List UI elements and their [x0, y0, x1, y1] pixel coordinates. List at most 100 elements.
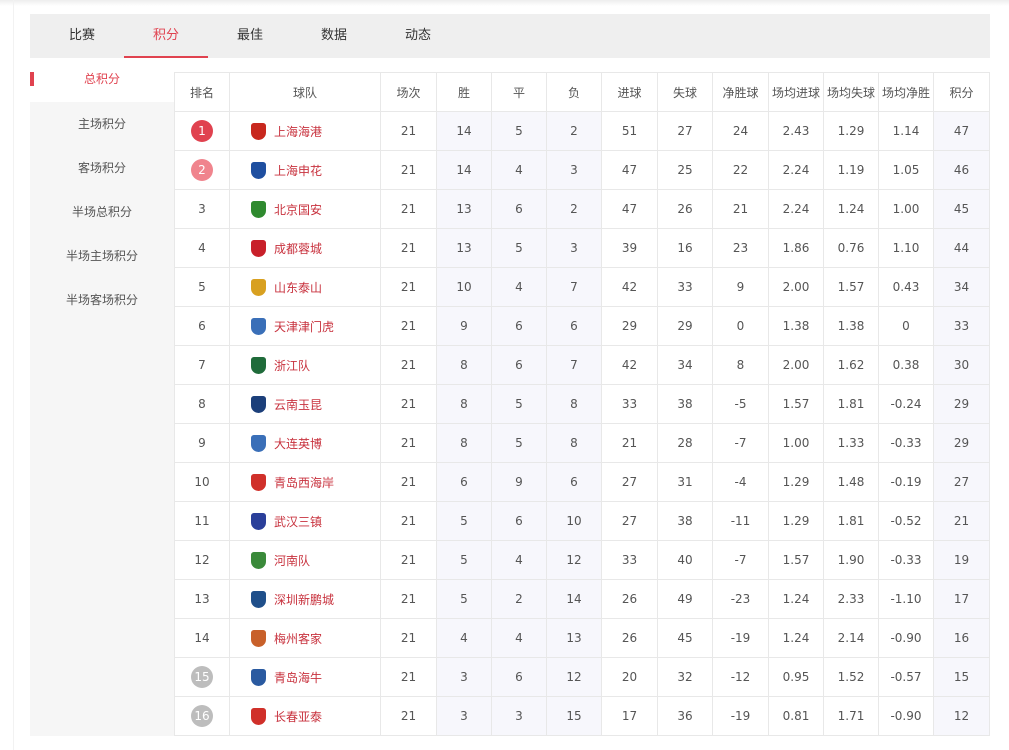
- stat-cell: 21: [380, 306, 437, 346]
- stat-cell: 1.00: [878, 189, 934, 229]
- stat-cell: 6: [491, 501, 547, 541]
- team-link[interactable]: 浙江队: [230, 356, 380, 374]
- stat-cell: 2.24: [768, 189, 824, 229]
- team-logo-icon: [251, 122, 266, 140]
- table-row[interactable]: 5 山东泰山 21 10 4 7 42 33 9 2.00 1.57 0.43 34: [174, 267, 990, 307]
- team-name[interactable]: 山东泰山: [274, 280, 323, 295]
- table-row[interactable]: 12 河南队 21 5 4 12 33 40 -7 1.57 1.90 -0.33 19: [174, 540, 990, 580]
- table-row[interactable]: 3 北京国安 21 13 6 2 47 26 21 2.24 1.24 1.00 45: [174, 189, 990, 229]
- team-link[interactable]: 北京国安: [230, 200, 380, 218]
- rank-cell: 1: [174, 111, 230, 151]
- team-name[interactable]: 浙江队: [274, 358, 311, 373]
- stat-cell: 21: [380, 228, 437, 268]
- team-link[interactable]: 上海申花: [230, 161, 380, 179]
- team-name[interactable]: 上海海港: [274, 124, 323, 139]
- sidebar-item-1[interactable]: 主场积分: [77, 117, 126, 131]
- column-header: 负: [546, 72, 602, 112]
- table-row[interactable]: 11 武汉三镇 21 5 6 10 27 38 -11 1.29 1.81 -0.52 21: [174, 501, 990, 541]
- team-name[interactable]: 云南玉昆: [274, 397, 323, 412]
- stat-cell: 8: [436, 345, 492, 385]
- table-row[interactable]: 13 深圳新鹏城 21 5 2 14 26 49 -23 1.24 2.33 -1.10 17: [174, 579, 990, 619]
- rank-cell: 4: [174, 228, 230, 268]
- team-logo-icon: [251, 512, 266, 530]
- stat-cell: 21: [380, 384, 437, 424]
- tab-4[interactable]: 动态: [404, 28, 431, 43]
- stat-cell: -0.33: [878, 540, 934, 580]
- rank-number: 3: [198, 202, 206, 216]
- sidebar: 总积分主场积分客场积分半场总积分半场主场积分 半场客场积分: [30, 58, 174, 736]
- stat-cell: 1.81: [823, 501, 879, 541]
- stat-cell: -19: [712, 618, 769, 658]
- stat-cell: 21: [712, 189, 769, 229]
- team-cell: 上海海港: [229, 111, 381, 151]
- sidebar-item-0[interactable]: 总积分: [30, 58, 174, 102]
- stat-cell: 21: [380, 618, 437, 658]
- table-row[interactable]: 4 成都蓉城 21 13 5 3 39 16 23 1.86 0.76 1.10 44: [174, 228, 990, 268]
- table-row[interactable]: 6 天津津门虎 21 9 6 6 29 29 0 1.38 1.38 0 33: [174, 306, 990, 346]
- team-name[interactable]: 深圳新鹏城: [274, 592, 335, 607]
- table-row[interactable]: 10 青岛西海岸 21 6 9 6 27 31 -4 1.29 1.48 -0.19 27: [174, 462, 990, 502]
- team-name[interactable]: 青岛西海岸: [274, 475, 335, 490]
- team-link[interactable]: 青岛海牛: [230, 668, 380, 686]
- table-row[interactable]: 16 长春亚泰 21 3 3 15 17 36 -19 0.81 1.71 -0.90 12: [174, 696, 990, 736]
- sidebar-item-3[interactable]: 半场总积分: [71, 205, 132, 219]
- team-name[interactable]: 北京国安: [274, 202, 323, 217]
- stat-cell: 1.24: [823, 189, 879, 229]
- team-link[interactable]: 山东泰山: [230, 278, 380, 296]
- stat-cell: 21: [380, 696, 437, 736]
- stat-cell: 6: [491, 657, 547, 697]
- table-row[interactable]: 2 上海申花 21 14 4 3 47 25 22 2.24 1.19 1.05 46: [174, 150, 990, 190]
- stat-cell: 1.24: [768, 618, 824, 658]
- team-link[interactable]: 云南玉昆: [230, 395, 380, 413]
- stat-cell: 17: [601, 696, 658, 736]
- tab-2[interactable]: 最佳: [236, 28, 263, 43]
- stat-cell: 10: [546, 501, 602, 541]
- team-link[interactable]: 深圳新鹏城: [230, 590, 380, 608]
- stat-cell: 42: [601, 267, 658, 307]
- column-header: 平: [491, 72, 547, 112]
- team-name[interactable]: 上海申花: [274, 163, 323, 178]
- table-row[interactable]: 15 青岛海牛 21 3 6 12 20 32 -12 0.95 1.52 -0.57 15: [174, 657, 990, 697]
- team-name[interactable]: 成都蓉城: [274, 241, 323, 256]
- team-name[interactable]: 河南队: [274, 553, 311, 568]
- stat-cell: 5: [491, 111, 547, 151]
- team-name[interactable]: 武汉三镇: [274, 514, 323, 529]
- stat-cell: 30: [933, 345, 990, 385]
- team-link[interactable]: 天津津门虎: [230, 317, 380, 335]
- table-row[interactable]: 7 浙江队 21 8 6 7 42 34 8 2.00 1.62 0.38 30: [174, 345, 990, 385]
- stat-cell: -0.19: [878, 462, 934, 502]
- tab-1[interactable]: 积分: [124, 14, 208, 58]
- stat-cell: -0.33: [878, 423, 934, 463]
- team-link[interactable]: 长春亚泰: [230, 707, 380, 725]
- stat-cell: 21: [380, 540, 437, 580]
- sidebar-item-2[interactable]: 客场积分: [77, 161, 126, 175]
- stat-cell: 13: [436, 189, 492, 229]
- team-link[interactable]: 武汉三镇: [230, 512, 380, 530]
- sidebar-item-5[interactable]: 半场客场积分: [65, 293, 138, 307]
- tab-3[interactable]: 数据: [320, 28, 347, 43]
- table-row[interactable]: 1 上海海港 21 14 5 2 51 27 24 2.43 1.29 1.14 47: [174, 111, 990, 151]
- stat-cell: 47: [601, 189, 658, 229]
- table-row[interactable]: 14 梅州客家 21 4 4 13 26 45 -19 1.24 2.14 -0.90 16: [174, 618, 990, 658]
- team-name[interactable]: 长春亚泰: [274, 709, 323, 724]
- team-link[interactable]: 上海海港: [230, 122, 380, 140]
- sidebar-item-4[interactable]: 半场主场积分: [65, 249, 138, 263]
- stat-cell: 1.81: [823, 384, 879, 424]
- tab-0[interactable]: 比赛: [68, 28, 95, 43]
- team-link[interactable]: 梅州客家: [230, 629, 380, 647]
- stat-cell: 1.48: [823, 462, 879, 502]
- team-link[interactable]: 大连英博: [230, 434, 380, 452]
- team-link[interactable]: 成都蓉城: [230, 239, 380, 257]
- team-link[interactable]: 河南队: [230, 551, 380, 569]
- team-name[interactable]: 青岛海牛: [274, 670, 323, 685]
- team-name[interactable]: 天津津门虎: [274, 319, 335, 334]
- team-name[interactable]: 大连英博: [274, 436, 323, 451]
- team-logo-icon: [251, 629, 266, 647]
- table-row[interactable]: 9 大连英博 21 8 5 8 21 28 -7 1.00 1.33 -0.33 29: [174, 423, 990, 463]
- team-link[interactable]: 青岛西海岸: [230, 473, 380, 491]
- rank-number: 8: [198, 397, 206, 411]
- table-row[interactable]: 8 云南玉昆 21 8 5 8 33 38 -5 1.57 1.81 -0.24 29: [174, 384, 990, 424]
- team-name[interactable]: 梅州客家: [274, 631, 323, 646]
- team-cell: 河南队: [229, 540, 381, 580]
- stat-cell: 28: [657, 423, 713, 463]
